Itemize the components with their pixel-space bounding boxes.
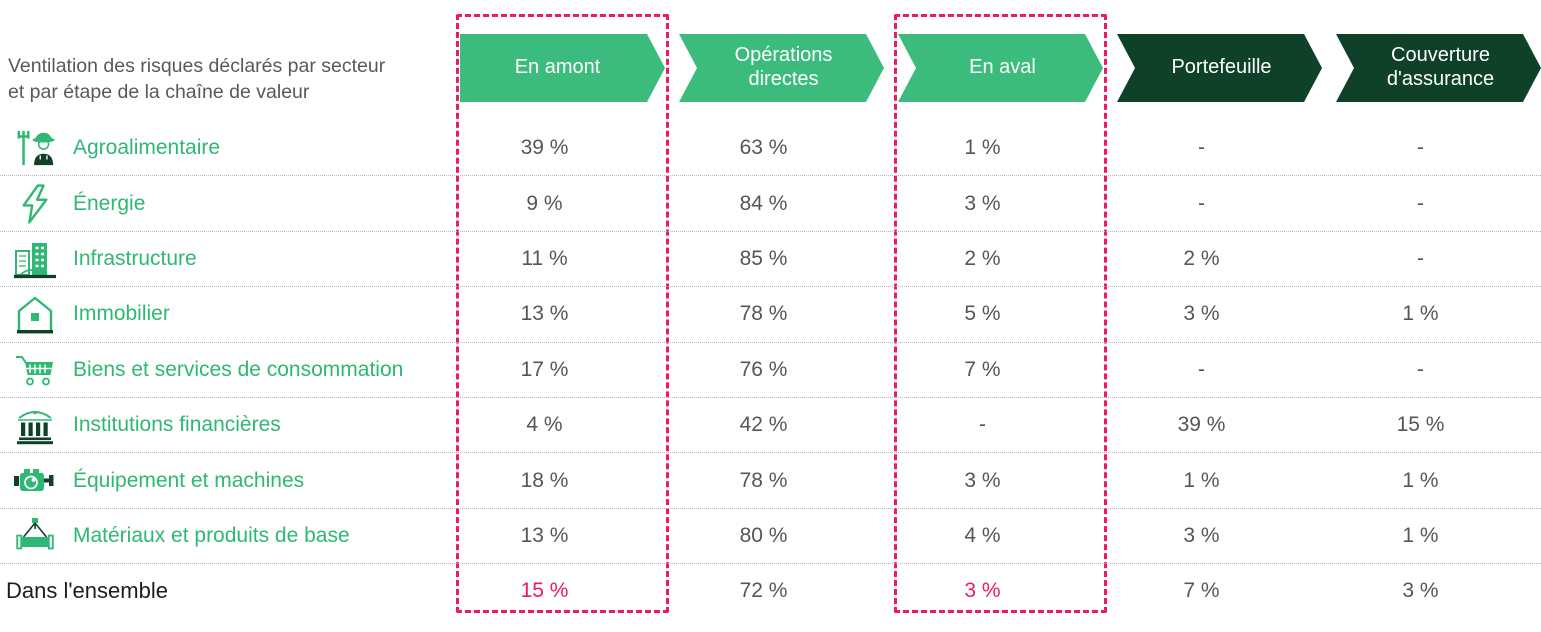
table-body: Agroalimentaire 39 % 63 % 1 % - - Énergie 9 % 8… bbox=[0, 120, 1541, 619]
row-label-area: Équipement et machines bbox=[0, 458, 446, 504]
table-caption: Ventilation des risques déclarés par sec… bbox=[8, 53, 438, 105]
column-header-en-amont: En amont bbox=[460, 34, 665, 102]
cell-dans-l-ensemble-portefeuille: 7 % bbox=[1183, 579, 1220, 603]
caption-line-2: et par étape de la chaîne de valeur bbox=[8, 81, 310, 103]
cell-immobilier-operations-directes: 78 % bbox=[739, 302, 788, 326]
row-label-area: Dans l'ensemble bbox=[0, 578, 446, 604]
cell-infrastructure-en-amont: 11 % bbox=[521, 246, 568, 270]
cell-dans-l-ensemble-operations-directes: 72 % bbox=[739, 579, 788, 603]
cell-agroalimentaire-couverture-d-assurance: - bbox=[1417, 135, 1424, 159]
cell-energie-couverture-d-assurance: - bbox=[1417, 191, 1424, 215]
highlight-box-en-amont bbox=[456, 14, 669, 613]
cell-biens-et-services-de-consommation-operations-directes: 76 % bbox=[739, 357, 788, 381]
cell-agroalimentaire-en-aval: 1 % bbox=[964, 135, 1001, 159]
cell-energie-portefeuille: - bbox=[1198, 191, 1205, 215]
row-label-area: Infrastructure bbox=[0, 236, 446, 282]
cell-equipement-et-machines-operations-directes: 78 % bbox=[739, 468, 788, 492]
buildings-icon bbox=[10, 236, 60, 282]
column-header-en-aval: En aval bbox=[898, 34, 1103, 102]
farmer-icon bbox=[10, 125, 60, 171]
cell-equipement-et-machines-en-amont: 18 % bbox=[520, 468, 569, 492]
cell-biens-et-services-de-consommation-en-amont: 17 % bbox=[520, 357, 569, 381]
column-header-label: Opérations directes bbox=[734, 44, 833, 90]
cell-agroalimentaire-en-amont: 39 % bbox=[520, 135, 569, 159]
sector-label: Biens et services de consommation bbox=[73, 357, 404, 381]
cell-equipement-et-machines-couverture-d-assurance: 1 % bbox=[1402, 468, 1439, 492]
row-label-area: Matériaux et produits de base bbox=[0, 513, 446, 559]
column-header-label: Couverture d'assurance bbox=[1386, 44, 1495, 90]
table-row-infrastructure: Infrastructure 11 % 85 % 2 % 2 % - bbox=[0, 230, 1541, 286]
cell-institutions-financieres-operations-directes: 42 % bbox=[739, 413, 788, 437]
sector-label: Institutions financières bbox=[73, 413, 281, 437]
row-label-area: Agroalimentaire bbox=[0, 125, 446, 171]
overall-row-label: Dans l'ensemble bbox=[6, 578, 168, 604]
cell-energie-operations-directes: 84 % bbox=[739, 191, 788, 215]
cell-equipement-et-machines-portefeuille: 1 % bbox=[1183, 468, 1220, 492]
cell-infrastructure-en-aval: 2 % bbox=[964, 246, 1001, 270]
column-header-label: Portefeuille bbox=[1171, 56, 1272, 79]
row-label-area: Immobilier bbox=[0, 291, 446, 337]
lightning-icon bbox=[10, 181, 60, 227]
cell-materiaux-et-produits-de-base-portefeuille: 3 % bbox=[1183, 523, 1220, 547]
table-row-equipement-et-machines: Équipement et machines 18 % 78 % 3 % 1 % 1 % bbox=[0, 452, 1541, 507]
cell-immobilier-couverture-d-assurance: 1 % bbox=[1402, 302, 1439, 326]
highlight-box-en-aval bbox=[894, 14, 1107, 613]
cell-biens-et-services-de-consommation-portefeuille: - bbox=[1198, 357, 1205, 381]
table-row-immobilier: Immobilier 13 % 78 % 5 % 3 % 1 % bbox=[0, 286, 1541, 341]
sector-label: Infrastructure bbox=[73, 246, 197, 270]
cell-institutions-financieres-portefeuille: 39 % bbox=[1177, 413, 1226, 437]
table-row-institutions-financieres: Institutions financières 4 % 42 % - 39 % 15 % bbox=[0, 396, 1541, 452]
sector-label: Énergie bbox=[73, 191, 146, 215]
sector-label: Immobilier bbox=[73, 302, 170, 326]
column-header-label: En amont bbox=[514, 56, 601, 79]
cell-immobilier-en-aval: 5 % bbox=[964, 302, 1001, 326]
cell-dans-l-ensemble-en-aval: 3 % bbox=[964, 579, 1001, 603]
cell-energie-en-aval: 3 % bbox=[964, 191, 1001, 215]
bank-icon bbox=[10, 402, 60, 448]
table-row-energie: Énergie 9 % 84 % 3 % - - bbox=[0, 175, 1541, 230]
sector-label: Matériaux et produits de base bbox=[73, 523, 350, 547]
cell-biens-et-services-de-consommation-couverture-d-assurance: - bbox=[1417, 357, 1424, 381]
house-icon bbox=[10, 291, 60, 337]
pipe-icon bbox=[10, 513, 60, 559]
cell-infrastructure-operations-directes: 85 % bbox=[739, 246, 788, 270]
column-header-couverture-d-assurance: Couverture d'assurance bbox=[1336, 34, 1541, 102]
row-label-area: Biens et services de consommation bbox=[0, 347, 446, 393]
table-row-biens-et-services-de-consommation: Biens et services de consommation 17 % 76 … bbox=[0, 341, 1541, 397]
sector-label: Équipement et machines bbox=[73, 468, 305, 492]
cell-dans-l-ensemble-en-amont: 15 % bbox=[520, 579, 569, 603]
cell-agroalimentaire-operations-directes: 63 % bbox=[739, 135, 788, 159]
cell-infrastructure-portefeuille: 2 % bbox=[1183, 246, 1220, 270]
cell-institutions-financieres-couverture-d-assurance: 15 % bbox=[1396, 413, 1445, 437]
row-label-area: Institutions financières bbox=[0, 402, 446, 448]
cell-materiaux-et-produits-de-base-en-amont: 13 % bbox=[520, 523, 569, 547]
cell-materiaux-et-produits-de-base-couverture-d-assurance: 1 % bbox=[1402, 523, 1439, 547]
table-row-dans-l-ensemble: Dans l'ensemble 15 % 72 % 3 % 7 % 3 % bbox=[0, 563, 1541, 618]
column-header-label: En aval bbox=[969, 56, 1036, 79]
table-row-agroalimentaire: Agroalimentaire 39 % 63 % 1 % - - bbox=[0, 120, 1541, 175]
cell-agroalimentaire-portefeuille: - bbox=[1198, 135, 1205, 159]
cell-immobilier-portefeuille: 3 % bbox=[1183, 302, 1220, 326]
shopping-cart-icon bbox=[10, 347, 60, 393]
cell-institutions-financieres-en-aval: - bbox=[979, 413, 986, 437]
engine-icon bbox=[10, 458, 60, 504]
row-label-area: Énergie bbox=[0, 181, 446, 227]
cell-materiaux-et-produits-de-base-operations-directes: 80 % bbox=[739, 523, 788, 547]
table-row-materiaux-et-produits-de-base: Matériaux et produits de base 13 % 80 % 4 %… bbox=[0, 507, 1541, 563]
cell-equipement-et-machines-en-aval: 3 % bbox=[964, 468, 1001, 492]
sector-label: Agroalimentaire bbox=[73, 135, 221, 159]
column-header-portefeuille: Portefeuille bbox=[1117, 34, 1322, 102]
cell-energie-en-amont: 9 % bbox=[526, 191, 563, 215]
cell-materiaux-et-produits-de-base-en-aval: 4 % bbox=[964, 523, 1001, 547]
caption-line-1: Ventilation des risques déclarés par sec… bbox=[8, 55, 386, 77]
cell-immobilier-en-amont: 13 % bbox=[520, 302, 569, 326]
cell-infrastructure-couverture-d-assurance: - bbox=[1417, 246, 1424, 270]
cell-institutions-financieres-en-amont: 4 % bbox=[526, 413, 563, 437]
column-header-operations-directes: Opérations directes bbox=[679, 34, 884, 102]
cell-biens-et-services-de-consommation-en-aval: 7 % bbox=[964, 357, 1001, 381]
cell-dans-l-ensemble-couverture-d-assurance: 3 % bbox=[1402, 579, 1439, 603]
